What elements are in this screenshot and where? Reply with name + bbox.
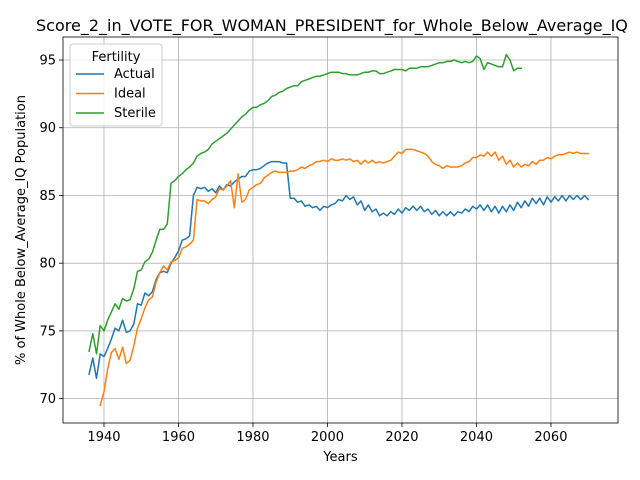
x-tick-label: 2000 — [311, 430, 344, 445]
series-line-ideal — [99, 148, 589, 407]
plot-frame — [62, 36, 619, 424]
y-tick-label: 80 — [39, 257, 56, 272]
x-tick-label: 1980 — [236, 430, 269, 445]
x-axis-ticks: 1940 1960 1980 2000 2020 2040 2060 — [87, 423, 567, 445]
x-tick-label: 2060 — [534, 430, 567, 445]
x-axis-label: Years — [322, 450, 358, 465]
series-line-sterile — [88, 53, 522, 355]
y-axis-label: % of Whole Below_Average_IQ Population — [14, 95, 29, 365]
x-tick-label: 2020 — [385, 430, 418, 445]
y-tick-label: 95 — [39, 54, 56, 69]
legend: Fertility Actual Ideal Sterile — [69, 43, 163, 127]
legend-label-actual: Actual — [114, 67, 155, 82]
x-tick-label: 1960 — [162, 430, 195, 445]
y-tick-label: 70 — [39, 392, 56, 407]
y-tick-label: 75 — [39, 324, 56, 339]
x-tick-label: 2040 — [460, 430, 493, 445]
legend-label-sterile: Sterile — [114, 106, 156, 121]
x-tick-label: 1940 — [87, 430, 120, 445]
series-line-actual — [88, 160, 590, 380]
series-lines — [88, 53, 590, 407]
legend-box — [69, 43, 163, 127]
y-tick-label: 90 — [39, 121, 56, 136]
legend-label-ideal: Ideal — [114, 87, 146, 102]
legend-title: Fertility — [92, 50, 141, 65]
y-tick-label: 85 — [39, 189, 56, 204]
grid — [63, 37, 618, 423]
y-axis-ticks: 70 75 80 85 90 95 — [39, 54, 63, 407]
chart-title: Score_2_in_VOTE_FOR_WOMAN_PRESIDENT_for_… — [36, 16, 628, 36]
